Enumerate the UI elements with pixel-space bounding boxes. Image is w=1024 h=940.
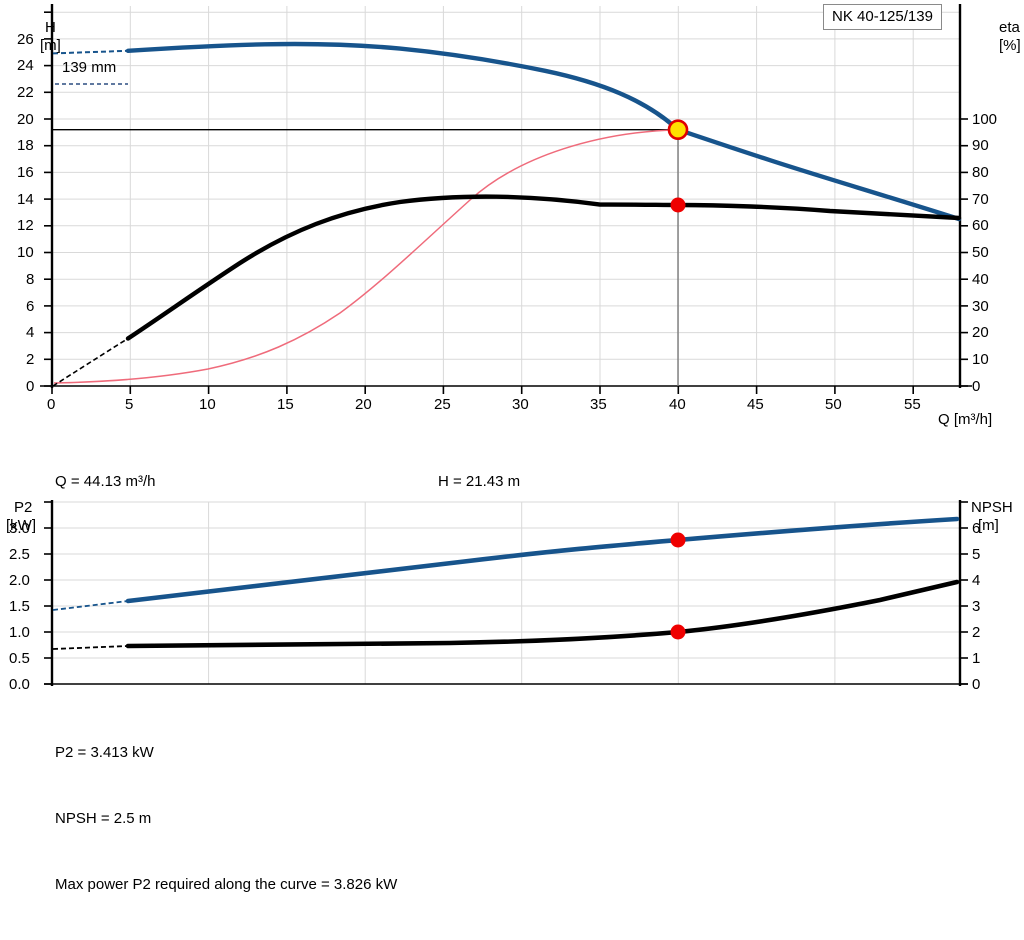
upper-y-left-axis-unit: [m] [40,37,61,54]
eta-curve [125,194,962,341]
upper-x-tick-label: 15 [277,396,294,413]
upper-x-tick-label: 20 [355,396,372,413]
upper-x-tick-label: 40 [669,396,686,413]
upper-y-left-tick-label: 22 [17,84,34,101]
power-info-line: NPSH = 2.5 m [55,810,152,827]
npsh-curve-lower [125,579,960,649]
power-info-line: P2 = 3.413 kW [55,744,154,761]
lower-y-right-tick-label: 3 [972,598,981,615]
duty-info-line: Q = 44.13 m³/h [55,473,156,490]
upper-y-right-tick-label: 40 [972,271,989,288]
upper-y-right-tick-label: 60 [972,217,989,234]
upper-y-right-axis-title: eta [999,19,1020,36]
lower-y-right-ticks [960,501,968,685]
upper-y-right-tick-label: 20 [972,324,989,341]
upper-y-left-tick-label: 14 [17,191,34,208]
duty-point-marker-eta[interactable] [670,197,686,213]
p2-curve-dashed [52,600,129,611]
upper-y-right-tick-label: 80 [972,164,989,181]
upper-y-left-tick-label: 12 [17,217,34,234]
lower-y-right-tick-label: 2 [972,624,981,641]
lower-y-right-axis-title: NPSH [971,499,1013,516]
lower-y-left-tick-label: 1.0 [9,624,30,641]
lower-y-left-axis-unit: [kW] [6,517,36,534]
lower-chart: P2 [kW] NPSH [m] 0.0 0.5 1.0 1.5 2.0 2.5… [0,498,1024,698]
upper-y-left-tick-label: 4 [26,324,35,341]
upper-y-left-tick-label: 20 [17,111,34,128]
upper-y-left-tick-label: 2 [26,351,35,368]
upper-x-tick-label: 55 [904,396,921,413]
upper-x-tick-label: 30 [512,396,529,413]
lower-y-left-tick-label: 1.5 [9,598,30,615]
duty-point-marker-head[interactable] [667,119,689,140]
eta-curve-dashed [52,337,129,387]
upper-y-right-tick-label: 0 [972,378,981,395]
lower-y-left-ticks [44,501,52,685]
upper-grid-horizontal [52,11,960,387]
lower-y-left-tick-label: 0.0 [9,676,30,693]
power-info-line: Max power P2 required along the curve = … [55,876,398,893]
upper-y-left-tick-label: 8 [26,271,35,288]
lower-y-right-tick-label: 6 [972,520,981,537]
upper-y-left-ticks [44,11,52,387]
upper-y-right-tick-label: 100 [972,111,998,128]
lower-y-left-tick-label: 3.0 [9,520,30,537]
upper-y-left-tick-label: 0 [26,378,35,395]
duty-point-marker-npsh[interactable] [670,624,686,640]
upper-y-left-tick-label: 10 [17,244,34,261]
upper-y-left-axis-title: H [45,19,56,36]
power-info-block: P2 = 3.413 kW NPSH = 2.5 m Max power P2 … [55,698,397,940]
lower-chart-svg [44,500,968,686]
head-curve-dashed [52,49,129,55]
upper-chart-svg [40,4,972,394]
upper-x-axis-title: Q [m³/h] [938,411,993,428]
pump-model-title-box: NK 40-125/139 [823,4,942,30]
upper-x-tick-label: 50 [825,396,842,413]
impeller-diameter-label: 139 mm [62,59,117,76]
upper-x-tick-label: 45 [747,396,764,413]
upper-y-right-tick-label: 50 [972,244,989,261]
p2-curve [125,516,960,604]
upper-y-left-tick-label: 26 [17,31,34,48]
upper-x-tick-label: 5 [125,396,134,413]
upper-y-right-tick-label: 30 [972,298,989,315]
lower-y-right-tick-label: 1 [972,650,981,667]
upper-x-tick-label: 25 [434,396,451,413]
upper-y-right-tick-label: 90 [972,137,989,154]
duty-info-line: H = 21.43 m [438,473,521,490]
pump-curve-page: H [m] eta [%] Q [m³/h] 0 2 4 6 8 10 12 1… [0,0,1024,893]
head-curve [125,41,962,222]
upper-y-right-axis-unit: [%] [999,37,1021,54]
upper-chart: H [m] eta [%] Q [m³/h] 0 2 4 6 8 10 12 1… [0,0,1024,428]
upper-x-tick-label: 10 [199,396,216,413]
npsh-curve-lower-dashed [52,645,129,650]
npsh-curve-upper [53,128,679,384]
lower-y-left-tick-label: 2.5 [9,546,30,563]
lower-y-left-tick-label: 2.0 [9,572,30,589]
upper-y-left-tick-label: 6 [26,298,35,315]
lower-y-right-axis-unit: [m] [978,517,999,534]
upper-x-tick-label: 35 [590,396,607,413]
upper-x-tick-label: 0 [47,396,56,413]
lower-y-right-tick-label: 0 [972,676,981,693]
upper-y-right-tick-label: 10 [972,351,989,368]
upper-y-right-ticks [960,118,968,387]
lower-y-right-tick-label: 4 [972,572,981,589]
pump-model-label: NK 40-125/139 [832,8,933,25]
duty-point-marker-p2[interactable] [670,532,686,548]
lower-y-left-axis-title: P2 [14,499,33,516]
upper-y-left-tick-label: 16 [17,164,34,181]
upper-x-ticks [51,386,915,394]
upper-y-left-tick-label: 24 [17,57,34,74]
upper-y-right-tick-label: 70 [972,191,989,208]
lower-y-right-tick-label: 5 [972,546,981,563]
upper-y-left-tick-label: 18 [17,137,34,154]
lower-y-left-tick-label: 0.5 [9,650,30,667]
